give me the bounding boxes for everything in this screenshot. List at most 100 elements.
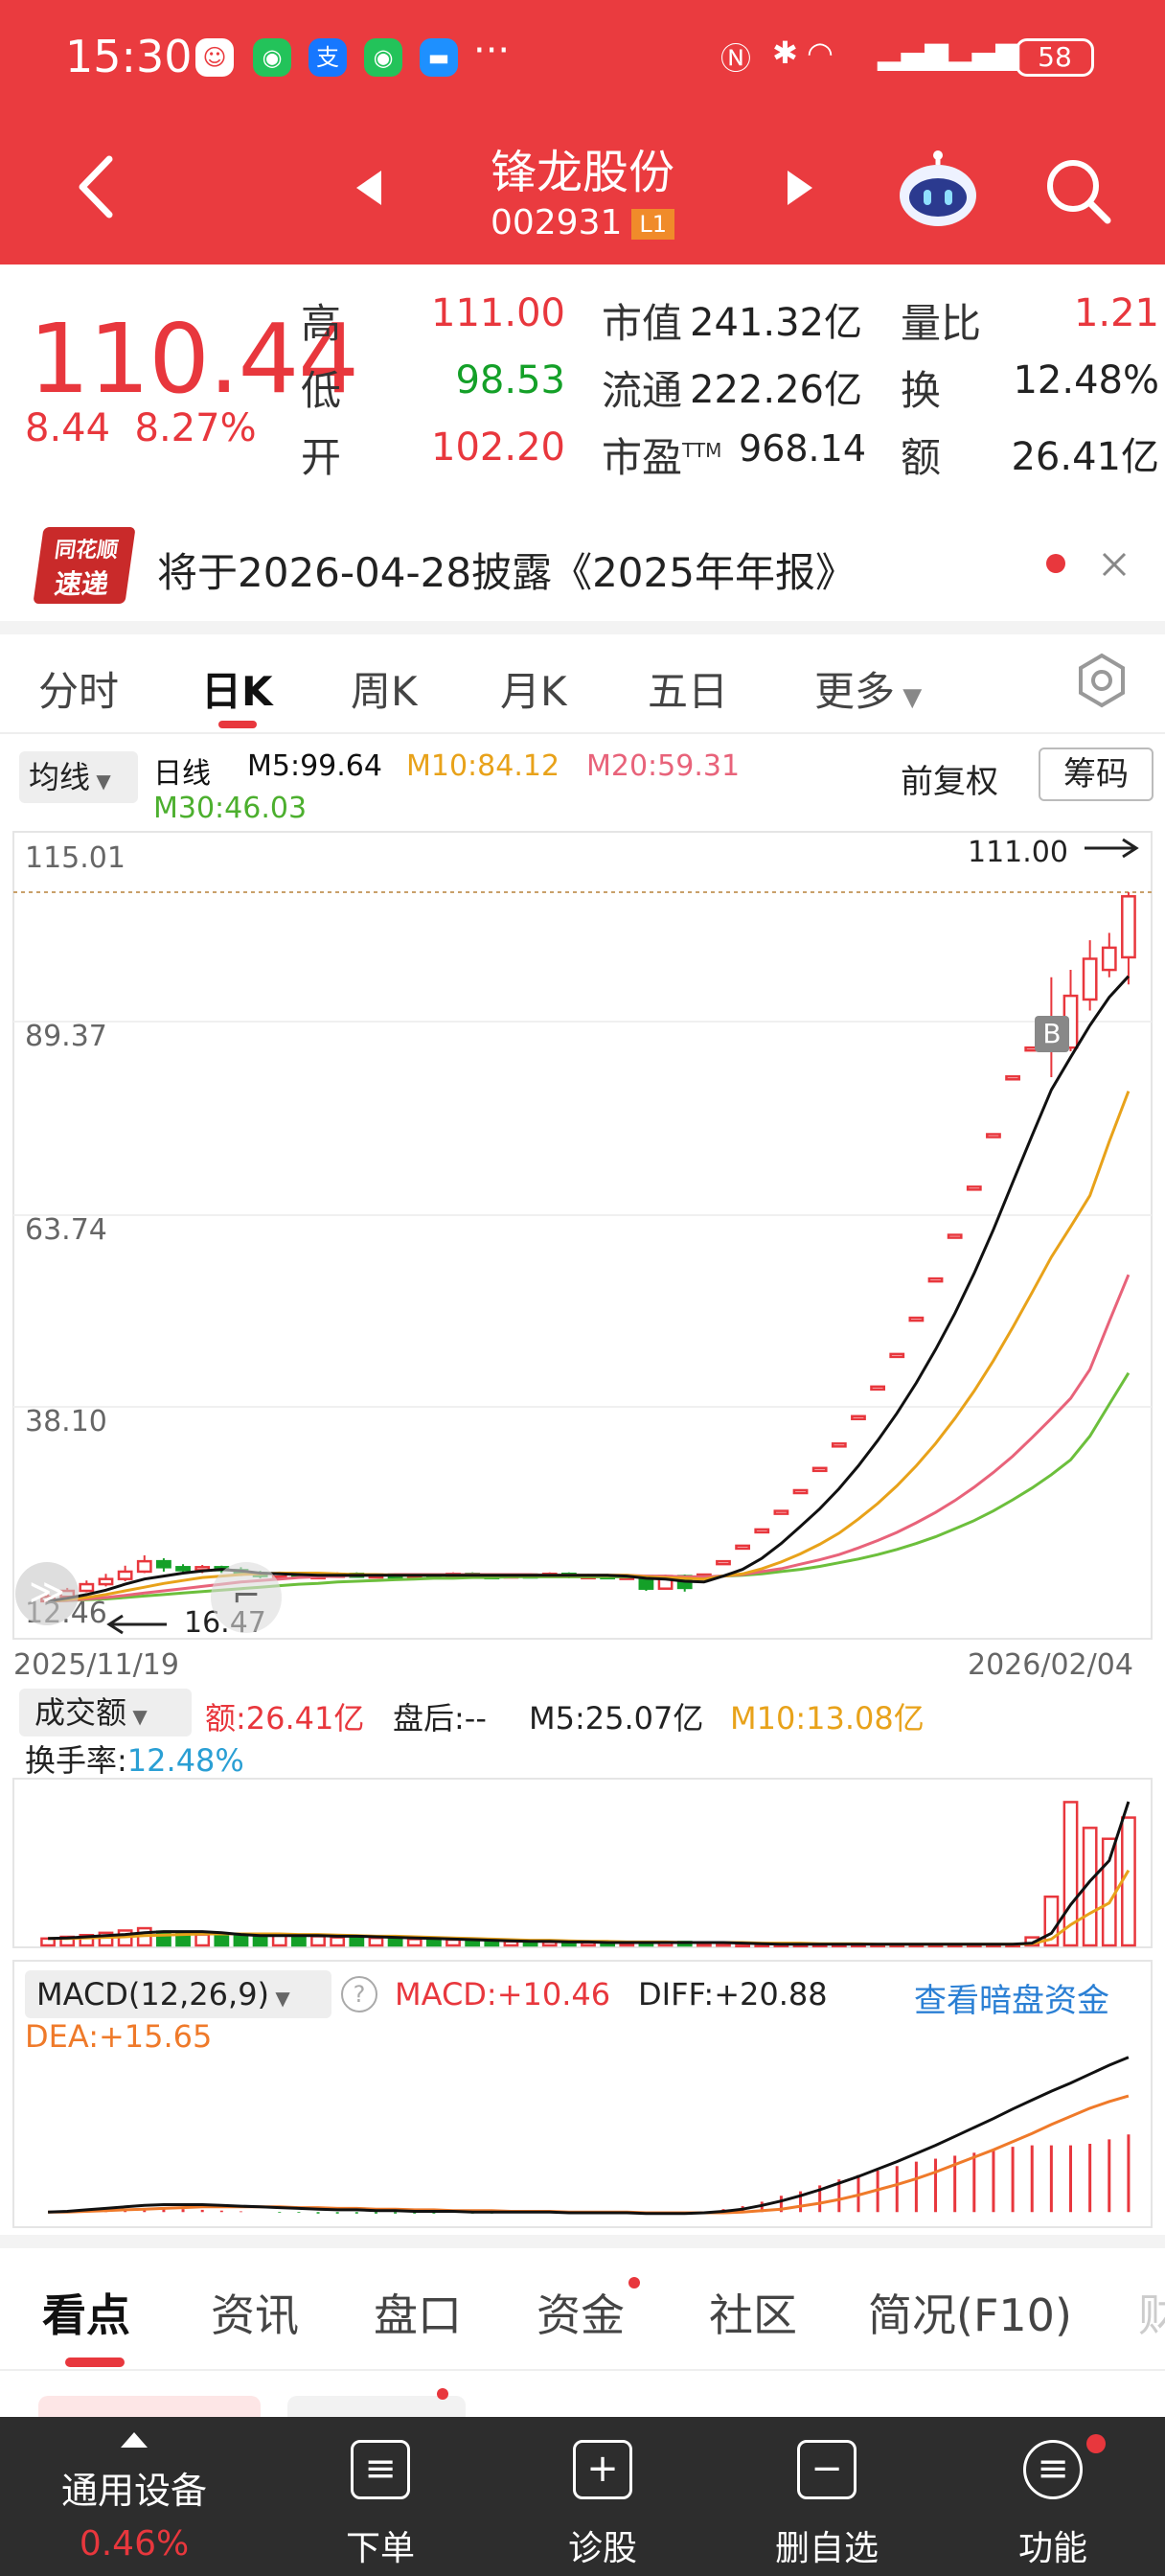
divider <box>0 2369 1165 2371</box>
candle-body <box>716 1559 731 1566</box>
tab-daily-k[interactable]: 日K <box>201 668 273 715</box>
search-icon[interactable] <box>1042 155 1113 226</box>
sector-change: 0.46% <box>79 2524 190 2564</box>
amount-label: 额 <box>901 434 942 481</box>
prev-stock-icon[interactable] <box>353 169 385 207</box>
price-change: 8.44 <box>25 406 111 450</box>
diagnose-stock-icon[interactable]: + <box>573 2440 632 2499</box>
back-arrow-icon[interactable] <box>71 153 119 220</box>
price-axis-label: 38.10 <box>25 1405 107 1438</box>
volume-indicator-selector[interactable]: 成交额 ▼ <box>19 1689 192 1736</box>
remove-watchlist-button[interactable]: 删自选 <box>774 2529 879 2568</box>
chips-button[interactable]: 筹码 <box>1039 748 1154 801</box>
price-axis-label: 89.37 <box>25 1020 107 1053</box>
functions-button[interactable]: 功能 <box>1017 2529 1087 2568</box>
tab-timeshare[interactable]: 分时 <box>38 668 120 715</box>
mktcap-label: 市值 <box>602 300 683 347</box>
wechat-icon-2: ◉ <box>364 38 402 77</box>
candle-body <box>773 1509 789 1515</box>
tab-five-day[interactable]: 五日 <box>648 668 729 715</box>
announcement-banner[interactable] <box>0 506 1165 621</box>
tab-finance-partial[interactable]: 财 <box>1138 2289 1165 2341</box>
close-icon[interactable] <box>1100 550 1129 579</box>
volume-bar <box>349 1935 365 1947</box>
float-label: 流通 <box>602 367 683 414</box>
dea-line <box>48 2094 1130 2215</box>
ma5-line <box>47 975 1131 1603</box>
price-axis-label: 115.01 <box>25 841 126 875</box>
next-stock-icon[interactable] <box>784 169 816 207</box>
current-price: 110.44 <box>29 303 359 415</box>
after-hours: 盘后:-- <box>393 1700 487 1736</box>
place-order-icon[interactable]: ≡ <box>351 2440 410 2499</box>
ma30-label: M30:46.03 <box>153 792 308 825</box>
price-axis-label: 63.74 <box>25 1213 107 1247</box>
volume-m10: M10:13.08亿 <box>730 1700 925 1736</box>
divider <box>0 621 1165 634</box>
chevron-up-icon[interactable] <box>119 2428 149 2450</box>
crosshair-toggle-icon[interactable]: ⌐ <box>211 1562 282 1633</box>
pe-label-row: 市盈TTM <box>602 426 721 484</box>
dark-pool-funds-link[interactable]: 查看暗盘资金 <box>914 1982 1109 2020</box>
tab-community[interactable]: 社区 <box>709 2289 797 2341</box>
volratio-value: 1.21 <box>1073 291 1159 335</box>
wifi-icon: ◠ <box>807 34 834 71</box>
candle-body <box>947 1233 963 1239</box>
stock-code: 002931 <box>490 203 623 242</box>
wechat-icon: ◉ <box>253 38 291 77</box>
tab-news[interactable]: 资讯 <box>211 2289 299 2341</box>
diagnose-stock-button[interactable]: 诊股 <box>567 2529 637 2568</box>
open-label: 开 <box>301 434 342 481</box>
tab-more[interactable]: 更多 ▼ <box>814 668 923 715</box>
volume-panel-frame <box>12 1778 1153 1948</box>
buy-point-marker[interactable]: B <box>1035 1016 1069 1052</box>
tab-weekly-k[interactable]: 周K <box>351 668 418 715</box>
volume-ma5-line <box>48 1801 1131 1946</box>
macd-indicator-selector[interactable]: MACD(12,26,9) ▼ <box>25 1970 331 2018</box>
turnover-label: 换 <box>901 367 942 414</box>
announcement-text: 将于2026-04-28披露《2025年年报》 <box>157 549 856 596</box>
right-arrow-icon <box>1085 838 1139 859</box>
robot-assistant-icon[interactable] <box>895 150 981 230</box>
tonghuashun-express-logo: 同花顺 速递 <box>33 527 136 604</box>
volume-bar <box>252 1935 268 1947</box>
chart-settings-icon[interactable] <box>1073 652 1131 709</box>
help-icon[interactable]: ? <box>341 1976 377 2012</box>
signal-icon-2: ▂▄▆ <box>948 34 1019 71</box>
status-time: 15:30 <box>65 31 193 82</box>
candle-body <box>908 1316 925 1322</box>
pe-label: 市盈 <box>602 434 683 481</box>
volume-bar <box>310 1935 326 1947</box>
low-value: 98.53 <box>455 358 565 402</box>
remove-watchlist-icon[interactable]: − <box>797 2440 857 2499</box>
volume-bar <box>1101 1837 1117 1947</box>
signal-icon-1: ▂▄▆ <box>878 34 948 71</box>
active-tab-indicator <box>65 2358 125 2367</box>
ma-selector[interactable]: 均线 ▼ <box>19 751 138 803</box>
top-header <box>0 0 1165 264</box>
functions-icon[interactable]: ≡ <box>1023 2440 1083 2499</box>
date-axis-start: 2025/11/19 <box>13 1648 179 1682</box>
candle-body <box>156 1559 171 1569</box>
tab-order-book[interactable]: 盘口 <box>374 2289 462 2341</box>
chevron-down-icon: ▼ <box>269 1987 290 2010</box>
date-axis-end: 2026/02/04 <box>968 1648 1133 1682</box>
volume-bar <box>1121 1816 1136 1947</box>
tab-funds[interactable]: 资金 <box>537 2289 625 2341</box>
candle-body <box>1005 1075 1020 1081</box>
tab-monthly-k[interactable]: 月K <box>500 668 567 715</box>
sector-name[interactable]: 通用设备 <box>60 2470 207 2512</box>
tab-f10-profile[interactable]: 简况(F10) <box>868 2289 1072 2341</box>
expand-panel-icon[interactable]: ≫ <box>15 1562 79 1625</box>
tab-highlights[interactable]: 看点 <box>42 2289 130 2341</box>
chevron-down-icon: ▼ <box>895 683 923 712</box>
candle-body <box>754 1528 770 1534</box>
place-order-button[interactable]: 下单 <box>345 2529 415 2568</box>
macd-panel-frame <box>12 1960 1153 2228</box>
candle-body <box>1082 957 1098 1001</box>
candle-body <box>175 1566 191 1572</box>
candle-body <box>79 1582 95 1593</box>
candle-body <box>831 1442 847 1448</box>
adjust-mode[interactable]: 前复权 <box>901 763 998 801</box>
volume-bar <box>1043 1895 1060 1947</box>
